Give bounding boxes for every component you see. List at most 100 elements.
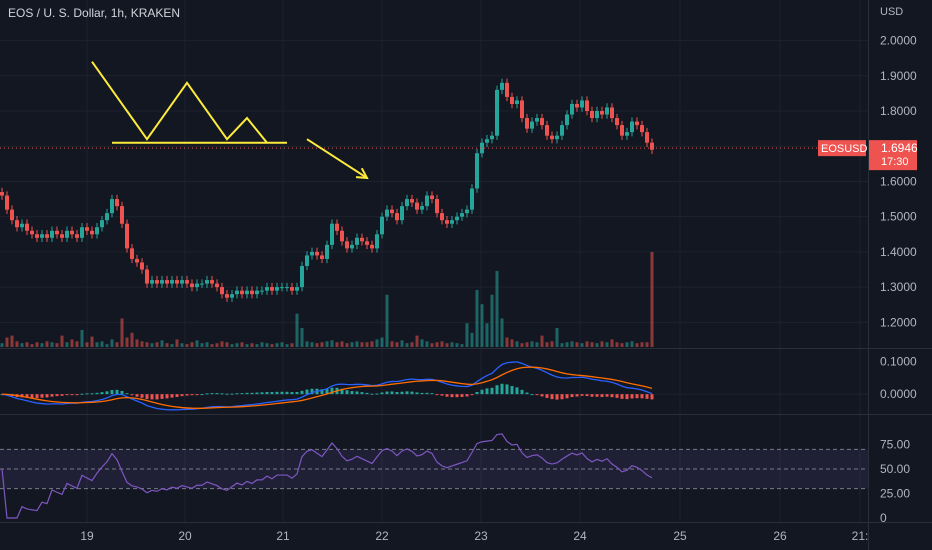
- candle-body: [225, 294, 229, 298]
- candle-body: [25, 223, 29, 231]
- candle-body: [185, 280, 189, 284]
- volume-bar: [185, 344, 189, 347]
- macd-histogram-bar: [345, 390, 349, 395]
- candle-body: [230, 294, 234, 298]
- macd-histogram-bar: [45, 394, 49, 398]
- candle-body: [525, 118, 529, 129]
- volume-bar: [435, 342, 439, 347]
- volume-bar: [125, 337, 129, 347]
- macd-histogram-bar: [150, 394, 154, 400]
- volume-bar: [430, 343, 434, 347]
- macd-histogram-bar: [500, 383, 504, 395]
- macd-histogram-bar: [185, 394, 189, 396]
- volume-bar: [175, 339, 179, 347]
- volume-bar: [420, 339, 424, 347]
- macd-histogram-bar: [485, 388, 489, 395]
- volume-bar: [50, 342, 54, 347]
- candle-body: [575, 103, 579, 108]
- volume-bar: [250, 343, 254, 347]
- macd-histogram-bar: [170, 394, 174, 398]
- macd-histogram-bar: [25, 394, 29, 398]
- candle-body: [390, 209, 394, 214]
- volume-bar: [540, 335, 544, 347]
- volume-bar: [485, 323, 489, 347]
- candle-body: [75, 234, 79, 238]
- symbol-tag-bg: [818, 140, 866, 157]
- macd-histogram-bar: [325, 388, 329, 395]
- candle-body: [60, 234, 64, 238]
- candle-body: [610, 107, 614, 119]
- volume-bar: [80, 329, 84, 347]
- candle-body: [395, 213, 399, 221]
- volume-bar: [360, 342, 364, 347]
- macd-histogram-bar: [115, 389, 119, 395]
- volume-bar: [155, 342, 159, 347]
- macd-histogram-bar: [255, 392, 259, 395]
- candle-body: [630, 121, 634, 133]
- macd-histogram-bar: [120, 390, 124, 395]
- macd-histogram-bar: [570, 394, 574, 398]
- macd-histogram-bar: [630, 394, 634, 399]
- chart-title: EOS / U. S. Dollar, 1h, KRAKEN: [8, 6, 181, 20]
- macd-histogram-bar: [540, 394, 544, 397]
- candle-body: [460, 213, 464, 217]
- volume-bar: [390, 341, 394, 347]
- macd-histogram-bar: [470, 394, 474, 396]
- macd-histogram-bar: [340, 388, 344, 395]
- candle-body: [490, 135, 494, 140]
- macd-tick-label: 0.0000: [880, 387, 917, 401]
- macd-histogram-bar: [445, 394, 449, 397]
- price-tick-label: 1.8000: [880, 104, 917, 118]
- rsi-tick-label: 75.00: [880, 438, 910, 452]
- volume-bar: [200, 343, 204, 347]
- candle-body: [425, 195, 429, 207]
- rsi-tick-label: 25.00: [880, 487, 910, 501]
- volume-bar: [410, 342, 414, 347]
- candle-body: [90, 230, 94, 235]
- volume-bar: [395, 342, 399, 347]
- volume-bar: [500, 318, 504, 347]
- candle-body: [375, 234, 379, 249]
- volume-bar: [350, 342, 354, 347]
- volume-bar: [0, 343, 4, 347]
- volume-bar: [45, 341, 49, 347]
- time-tick-label: 19: [80, 529, 94, 543]
- volume-bar: [605, 342, 609, 347]
- candle-body: [325, 244, 329, 259]
- candle-body: [440, 213, 444, 221]
- volume-bar: [315, 343, 319, 347]
- volume-bar: [595, 343, 599, 347]
- macd-histogram-bar: [370, 393, 374, 395]
- candle-body: [45, 234, 49, 238]
- candle-body: [85, 227, 89, 231]
- volume-bar: [465, 323, 469, 347]
- candle-body: [625, 132, 629, 136]
- volume-bar: [590, 342, 594, 347]
- volume-bar: [425, 341, 429, 347]
- volume-bar: [215, 343, 219, 347]
- candle-body: [470, 188, 474, 210]
- volume-bar: [10, 335, 14, 347]
- macd-histogram-bar: [215, 393, 219, 395]
- price-tag-countdown: 17:30: [881, 156, 909, 168]
- candle-body: [355, 237, 359, 245]
- candle-body: [535, 118, 539, 122]
- volume-bar: [550, 341, 554, 347]
- volume-bar: [495, 271, 499, 347]
- volume-bar: [475, 290, 479, 347]
- candle-body: [380, 216, 384, 235]
- volume-bar: [105, 344, 109, 347]
- macd-histogram-bar: [330, 387, 334, 395]
- macd-histogram-bar: [125, 393, 129, 395]
- volume-bar: [285, 344, 289, 347]
- candle-body: [495, 89, 499, 136]
- candle-body: [410, 199, 414, 203]
- macd-histogram-bar: [60, 394, 64, 396]
- macd-histogram-bar: [160, 394, 164, 399]
- candle-body: [70, 230, 74, 235]
- volume-bar: [300, 328, 304, 347]
- candle-body: [365, 241, 369, 245]
- macd-histogram-bar: [35, 394, 39, 399]
